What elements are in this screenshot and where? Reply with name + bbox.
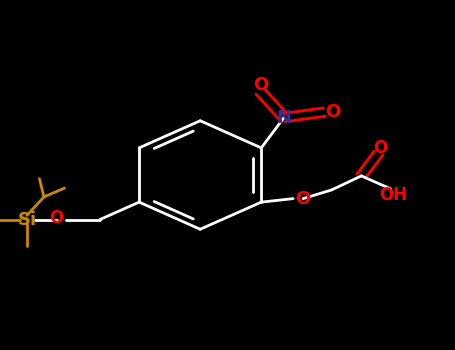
Text: O: O bbox=[49, 209, 63, 227]
Text: O: O bbox=[374, 139, 388, 157]
Text: N: N bbox=[277, 108, 292, 127]
Text: Si: Si bbox=[17, 211, 36, 229]
Text: OH: OH bbox=[379, 186, 407, 204]
Text: O: O bbox=[295, 190, 311, 208]
Text: O: O bbox=[253, 76, 268, 94]
Text: O: O bbox=[325, 103, 340, 121]
